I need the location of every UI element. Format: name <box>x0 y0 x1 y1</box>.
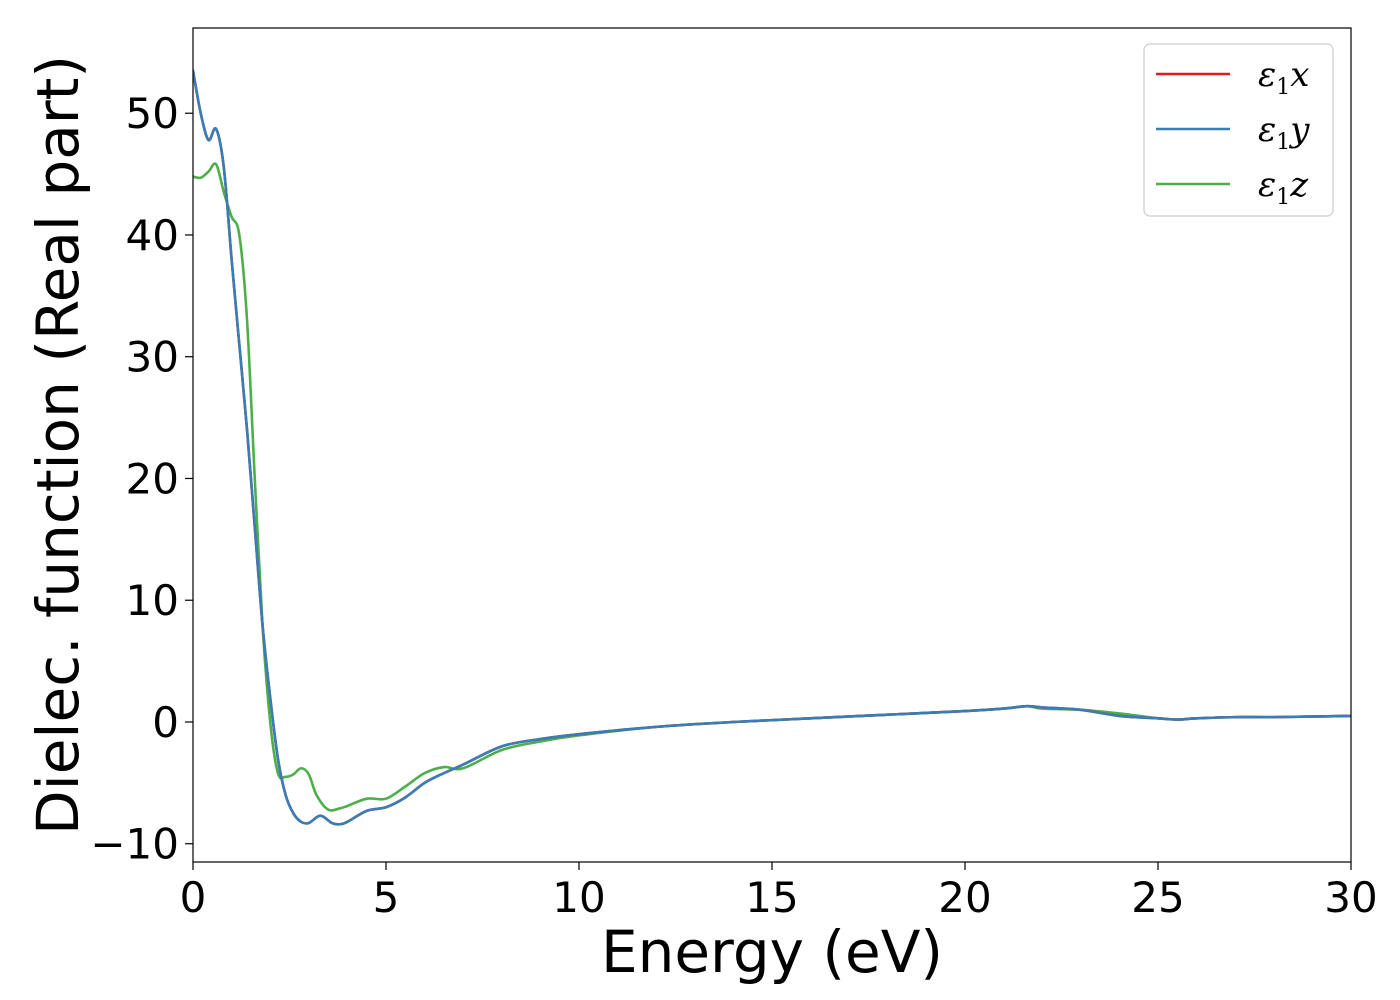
y-tick-label: 40 <box>126 211 179 260</box>
y-tick-label: 30 <box>126 333 179 382</box>
series-line-y <box>193 69 1351 826</box>
legend-label-x: ε1x <box>1258 55 1309 100</box>
x-tick-label: 20 <box>938 873 991 922</box>
y-tick-label: 10 <box>126 576 179 625</box>
x-tick-label: 5 <box>373 873 400 922</box>
legend-box <box>1143 43 1334 217</box>
x-axis: 0 5 10 15 20 25 30 <box>180 862 1378 922</box>
y-tick-label: −10 <box>90 820 179 869</box>
x-tick-label: 10 <box>552 873 605 922</box>
x-tick-label: 15 <box>745 873 798 922</box>
series-line-z <box>193 162 1351 812</box>
legend-label-z: ε1z <box>1258 165 1309 210</box>
plot-lines <box>193 69 1351 826</box>
x-tick-label: 0 <box>180 873 207 922</box>
x-tick-label: 30 <box>1324 873 1377 922</box>
legend: ε1x ε1y ε1z <box>1143 43 1334 217</box>
y-tick-label: 50 <box>126 89 179 138</box>
x-axis-label: Energy (eV) <box>601 918 943 986</box>
y-tick-label: 0 <box>152 698 179 747</box>
y-axis: −10 0 10 20 30 40 50 <box>90 89 193 869</box>
y-axis-label: Dielec. function (Real part) <box>24 55 92 835</box>
y-tick-label: 20 <box>126 454 179 503</box>
x-tick-label: 25 <box>1131 873 1184 922</box>
legend-label-y: ε1y <box>1258 110 1310 155</box>
